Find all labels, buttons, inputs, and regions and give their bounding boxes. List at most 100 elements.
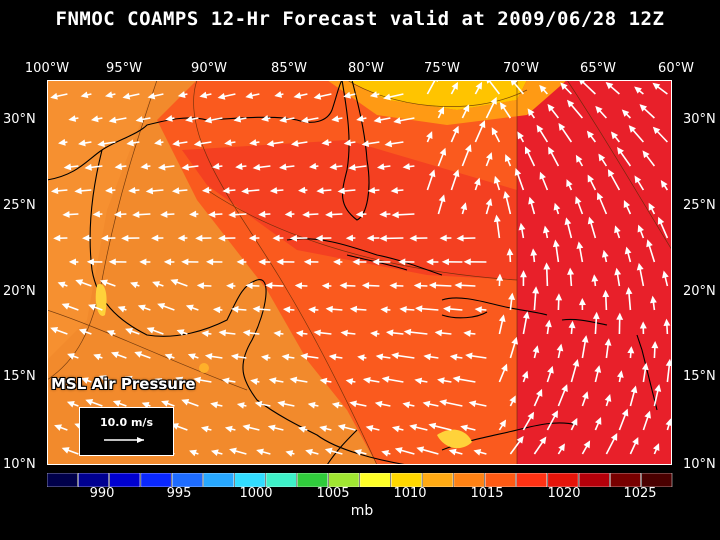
wind-vector-head [274, 91, 283, 98]
wind-vector-head [393, 117, 401, 125]
wind-vector-head [321, 282, 330, 290]
wind-vector-head [171, 187, 180, 195]
wind-vector-head [126, 139, 134, 147]
wind-vector-head [504, 154, 512, 163]
wind-vector-head [623, 200, 631, 208]
wind-vector-head [337, 187, 345, 195]
wind-vector-head [80, 377, 89, 384]
lat-label: 30°N [683, 112, 716, 127]
wind-vector-head [439, 399, 447, 406]
wind-vector-head [245, 282, 253, 290]
wind-vector-head [348, 163, 356, 171]
wind-vector-head [616, 312, 624, 320]
wind-vector-head [367, 186, 376, 194]
colorbar-cell [422, 473, 454, 487]
wind-vector-head [329, 163, 337, 171]
wind-vector-head [439, 147, 447, 156]
wind-vector-head [604, 394, 612, 402]
wind-vector-head [499, 102, 507, 110]
wind-vector-head [61, 447, 70, 454]
wind-vector-head [460, 424, 468, 432]
wind-vector-head [279, 116, 287, 123]
wind-vector-head [636, 262, 644, 271]
lon-label: 90°W [191, 61, 227, 76]
wind-vector-head [605, 82, 614, 90]
wind-vector-head [337, 423, 346, 431]
wind-vector-head [501, 363, 508, 372]
wind-vector-head [468, 400, 477, 408]
lon-label: 60°W [658, 61, 694, 76]
colorbar-cell [516, 473, 548, 487]
wind-vector-head [269, 187, 278, 195]
colorbar-cell [547, 473, 579, 487]
wind-vector-head [254, 400, 263, 408]
wind-vector-head [300, 352, 308, 360]
colorbar-cell [109, 473, 141, 487]
colorbar-unit: mb [350, 503, 374, 519]
wind-vector-head [189, 210, 197, 218]
lat-label: 10°N [683, 457, 716, 472]
wind-vector-head [478, 120, 486, 129]
wind-vector-head [465, 352, 473, 360]
wind-vector-head [575, 154, 583, 163]
wind-vector-head [125, 327, 133, 335]
wind-vector-head [140, 162, 149, 170]
pressure-map [47, 80, 672, 465]
wind-vector-head [210, 449, 219, 457]
wind-vector-head [212, 162, 220, 170]
wind-vector-head [212, 306, 221, 314]
wind-vector-head [528, 196, 535, 205]
lon-label: 85°W [271, 61, 307, 76]
wind-vector-head [139, 258, 147, 266]
wind-vector-head [313, 329, 321, 337]
wind-vector-head [583, 440, 591, 449]
colorbar-tick-label: 995 [166, 486, 192, 501]
wind-vector-head [293, 92, 302, 99]
wind-vector-head [272, 234, 280, 242]
wind-vector-head [308, 306, 316, 314]
wind-vector-head [355, 210, 364, 218]
wind-vector-head [229, 447, 237, 455]
wind-vector-head [610, 131, 619, 140]
colorbar-cell [140, 473, 172, 487]
wind-vector-head [547, 103, 555, 112]
wind-vector-head [520, 270, 527, 278]
lon-label: 80°W [348, 61, 384, 76]
wind-vector-head [177, 234, 185, 242]
wind-vector-head [449, 353, 458, 361]
wind-vector-head [381, 449, 390, 457]
wind-vector-head [375, 353, 384, 361]
wind-vector-head [284, 210, 292, 218]
wind-vector-head [527, 108, 535, 117]
wind-vector-head [582, 391, 589, 400]
wind-vector-head [624, 246, 632, 255]
wind-vector-head [448, 448, 457, 456]
wind-vector-head [266, 140, 275, 147]
wind-vector-head [592, 311, 600, 320]
wind-vector-head [277, 400, 286, 408]
wind-vector-head [555, 293, 563, 301]
wind-vector-head [560, 82, 568, 90]
colorbar-cell [297, 473, 328, 487]
wind-vector-head [456, 234, 464, 242]
wind-vector-head [222, 187, 230, 194]
wind-vector-head [61, 303, 70, 310]
wind-vector-head [97, 140, 105, 148]
wind-vector-head [587, 174, 595, 183]
wind-vector-head [333, 258, 341, 266]
wind-vector-head [104, 91, 113, 99]
wind-vector-head [576, 241, 584, 250]
wind-vector-head [226, 282, 234, 290]
wind-vector-head [628, 125, 636, 133]
wind-vector-head [632, 437, 639, 445]
wind-vector-head [105, 186, 113, 194]
wind-vector-head [651, 340, 659, 349]
wind-vector-head [566, 179, 573, 188]
colorbar-cell [453, 473, 485, 487]
wind-vector-head [496, 273, 504, 281]
wind-vector-head [78, 139, 86, 147]
wind-vector-head [313, 92, 322, 100]
wind-vector-head [385, 329, 394, 337]
wind-vector-head [196, 282, 205, 290]
pressure-field-west [47, 80, 157, 360]
